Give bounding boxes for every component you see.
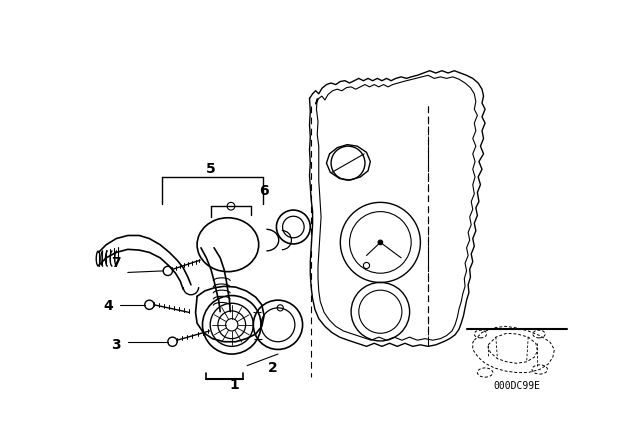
Text: 2: 2 [268, 361, 277, 375]
Text: 5: 5 [206, 162, 216, 176]
Text: 7: 7 [111, 256, 121, 270]
Text: 4: 4 [104, 299, 113, 313]
Text: 1: 1 [229, 378, 239, 392]
Text: 3: 3 [111, 338, 121, 352]
Text: 6: 6 [259, 184, 269, 198]
Text: 000DC99E: 000DC99E [493, 381, 540, 392]
Circle shape [378, 240, 383, 245]
